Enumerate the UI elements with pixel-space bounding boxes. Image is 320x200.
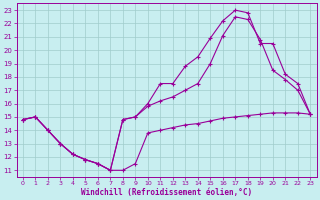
X-axis label: Windchill (Refroidissement éolien,°C): Windchill (Refroidissement éolien,°C) <box>81 188 252 197</box>
